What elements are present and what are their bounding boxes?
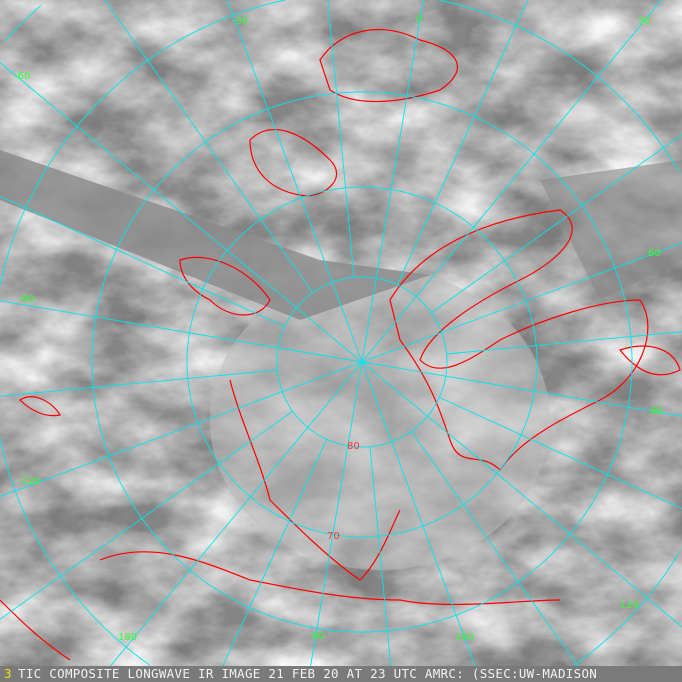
lat-label-60: 60	[312, 631, 325, 642]
lon-label-minus60: -60	[14, 71, 30, 82]
longitude-line	[361, 0, 662, 363]
longitude-line	[431, 134, 682, 314]
arctic-ice-region	[210, 270, 550, 570]
longitude-line	[361, 361, 476, 667]
lon-label-150: 150	[455, 632, 474, 643]
longitude-line	[410, 431, 579, 667]
latitude-circle	[438, 0, 680, 172]
longitude-line	[439, 396, 682, 509]
longitude-line	[361, 0, 424, 363]
longitude-line	[361, 242, 682, 363]
latitude-circle	[573, 552, 680, 666]
longitude-line	[361, 361, 682, 628]
lon-label-minus120: -120	[18, 476, 41, 487]
data-gap-swath	[540, 160, 682, 300]
lat-label-80: 80	[347, 441, 360, 452]
longitude-line	[104, 0, 314, 293]
lat-label-70: 70	[327, 531, 340, 542]
lat-lon-grid	[0, 0, 682, 667]
coastline-iceland-region	[319, 29, 459, 103]
longitude-line	[0, 410, 293, 620]
coastline-siberia	[229, 379, 401, 581]
coastline-alaska	[99, 551, 561, 606]
longitude-line	[222, 439, 328, 667]
lon-label-minus90: -90	[18, 294, 34, 305]
coastline-aleutians	[0, 599, 71, 661]
longitude-line	[226, 0, 363, 363]
longitude-line	[446, 331, 682, 355]
latitude-circle	[276, 276, 448, 448]
longitude-line	[396, 0, 529, 285]
latitude-circle	[91, 91, 633, 633]
longitude-line	[0, 300, 363, 363]
latitude-circle	[186, 186, 538, 538]
coastline-island	[19, 396, 61, 417]
lon-label-60: 60	[648, 248, 661, 259]
latitude-circle	[4, 4, 42, 42]
longitude-line	[361, 361, 682, 417]
longitude-line	[310, 361, 363, 667]
lon-label-30: 30	[638, 16, 651, 27]
longitude-line	[0, 361, 363, 498]
longitude-line	[0, 62, 363, 363]
coastline-scandinavia	[249, 129, 338, 197]
lon-label-0: 0	[416, 14, 422, 25]
data-gap-swath	[0, 150, 430, 320]
lon-label-180: 180	[118, 632, 137, 643]
longitude-line	[0, 195, 285, 328]
longitude-line	[110, 361, 363, 667]
grid-labels: 80 70 60 -30 0 30 -60 60 -90 90 -120 120…	[14, 14, 663, 643]
lon-label-minus30: -30	[232, 16, 248, 27]
coastlines	[0, 29, 681, 661]
lon-label-120: 120	[620, 600, 639, 611]
longitude-line	[369, 446, 392, 667]
coastline-greenland-archipelago	[389, 209, 649, 471]
longitude-line	[327, 0, 355, 278]
latitude-circle	[0, 0, 286, 286]
coastline-siberia-islands	[179, 256, 271, 316]
caption-bar	[0, 666, 682, 682]
lon-label-90: 90	[650, 406, 663, 417]
longitude-line	[0, 369, 278, 397]
image-caption: TIC COMPOSITE LONGWAVE IR IMAGE 21 FEB 2…	[18, 666, 598, 681]
latitude-circle	[0, 438, 151, 666]
caption-marker: 3	[4, 666, 12, 681]
coastline-island	[618, 345, 681, 376]
